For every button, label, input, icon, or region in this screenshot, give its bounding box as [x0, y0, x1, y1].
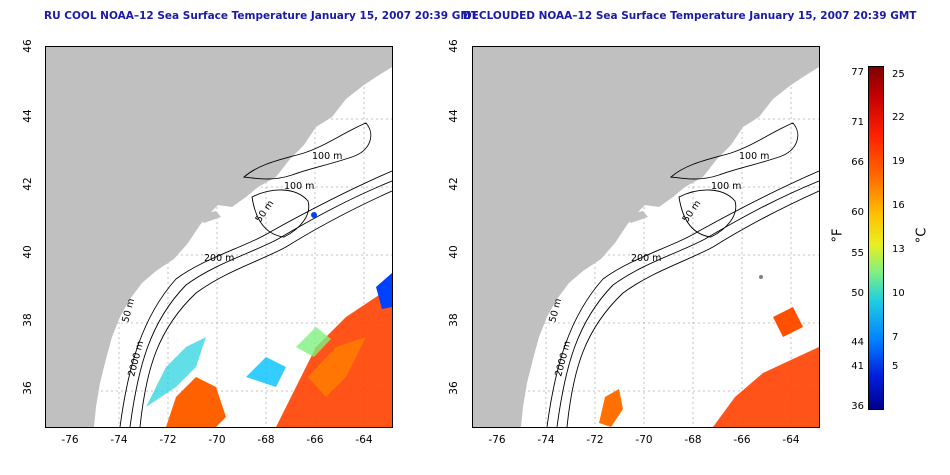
contour-label: 50 m [253, 198, 276, 224]
lon-tick: -70 [635, 434, 653, 446]
lat-tick: 38 [22, 313, 34, 327]
contour-label: 100 m [711, 181, 741, 192]
lat-tick: 42 [448, 177, 460, 191]
lat-tick: 40 [448, 245, 460, 259]
contour-label: 200 m [631, 253, 661, 264]
fahrenheit-tick: 41 [851, 361, 864, 372]
lon-tick: -74 [537, 434, 555, 446]
right-map-title: DECLOUDED NOAA–12 Sea Surface Temperatur… [463, 10, 917, 22]
lon-tick: -72 [586, 434, 604, 446]
celsius-tick: 7 [892, 332, 899, 343]
land-mass [46, 47, 392, 427]
sst-map-right: 100 m 100 m 50 m 200 m 50 m 2000 m [472, 46, 820, 428]
celsius-tick: 19 [892, 156, 905, 167]
left-map-title: RU COOL NOAA–12 Sea Surface Temperature … [44, 10, 478, 22]
lon-tick: -76 [488, 434, 506, 446]
lon-tick: -64 [355, 434, 373, 446]
fahrenheit-tick: 55 [851, 248, 864, 259]
lon-tick: -72 [159, 434, 177, 446]
contour-label: 200 m [204, 253, 234, 264]
sst-patches [146, 212, 392, 427]
lon-tick: -66 [306, 434, 324, 446]
fahrenheit-tick: 36 [851, 401, 864, 412]
sst-map-left: 100 m 100 m 50 m 200 m 50 m 2000 m [45, 46, 393, 428]
lat-tick: 36 [448, 381, 460, 395]
lon-tick: -64 [782, 434, 800, 446]
lon-tick: -74 [110, 434, 128, 446]
sst-map-left-svg: 100 m 100 m 50 m 200 m 50 m 2000 m [46, 47, 392, 427]
contour-label: 100 m [739, 151, 769, 162]
fahrenheit-tick: 71 [851, 117, 864, 128]
lon-tick: -66 [733, 434, 751, 446]
celsius-unit-label: °C [914, 227, 930, 244]
celsius-tick: 13 [892, 244, 905, 255]
fahrenheit-tick: 44 [851, 337, 864, 348]
lat-tick: 40 [22, 245, 34, 259]
lon-tick: -76 [61, 434, 79, 446]
fahrenheit-tick: 66 [851, 157, 864, 168]
celsius-tick: 25 [892, 69, 905, 80]
lat-tick: 44 [22, 109, 34, 123]
fahrenheit-tick: 77 [851, 67, 864, 78]
lat-tick: 38 [448, 313, 460, 327]
fahrenheit-tick: 50 [851, 288, 864, 299]
lat-tick: 42 [22, 177, 34, 191]
lon-tick: -68 [684, 434, 702, 446]
sst-map-right-svg: 100 m 100 m 50 m 200 m 50 m 2000 m [473, 47, 819, 427]
fahrenheit-tick: 60 [851, 207, 864, 218]
contour-label: 100 m [312, 151, 342, 162]
celsius-tick: 16 [892, 200, 905, 211]
celsius-tick: 5 [892, 361, 899, 372]
celsius-tick: 10 [892, 288, 905, 299]
lat-tick: 44 [448, 109, 460, 123]
lon-tick: -70 [208, 434, 226, 446]
contour-label: 100 m [284, 181, 314, 192]
lat-tick: 36 [22, 381, 34, 395]
fahrenheit-unit-label: °F [830, 228, 846, 243]
lat-tick: 46 [22, 39, 34, 53]
contour-label: 50 m [680, 198, 703, 224]
celsius-tick: 22 [892, 112, 905, 123]
lat-tick: 46 [448, 39, 460, 53]
lon-tick: -68 [257, 434, 275, 446]
temperature-colorbar [868, 66, 884, 410]
